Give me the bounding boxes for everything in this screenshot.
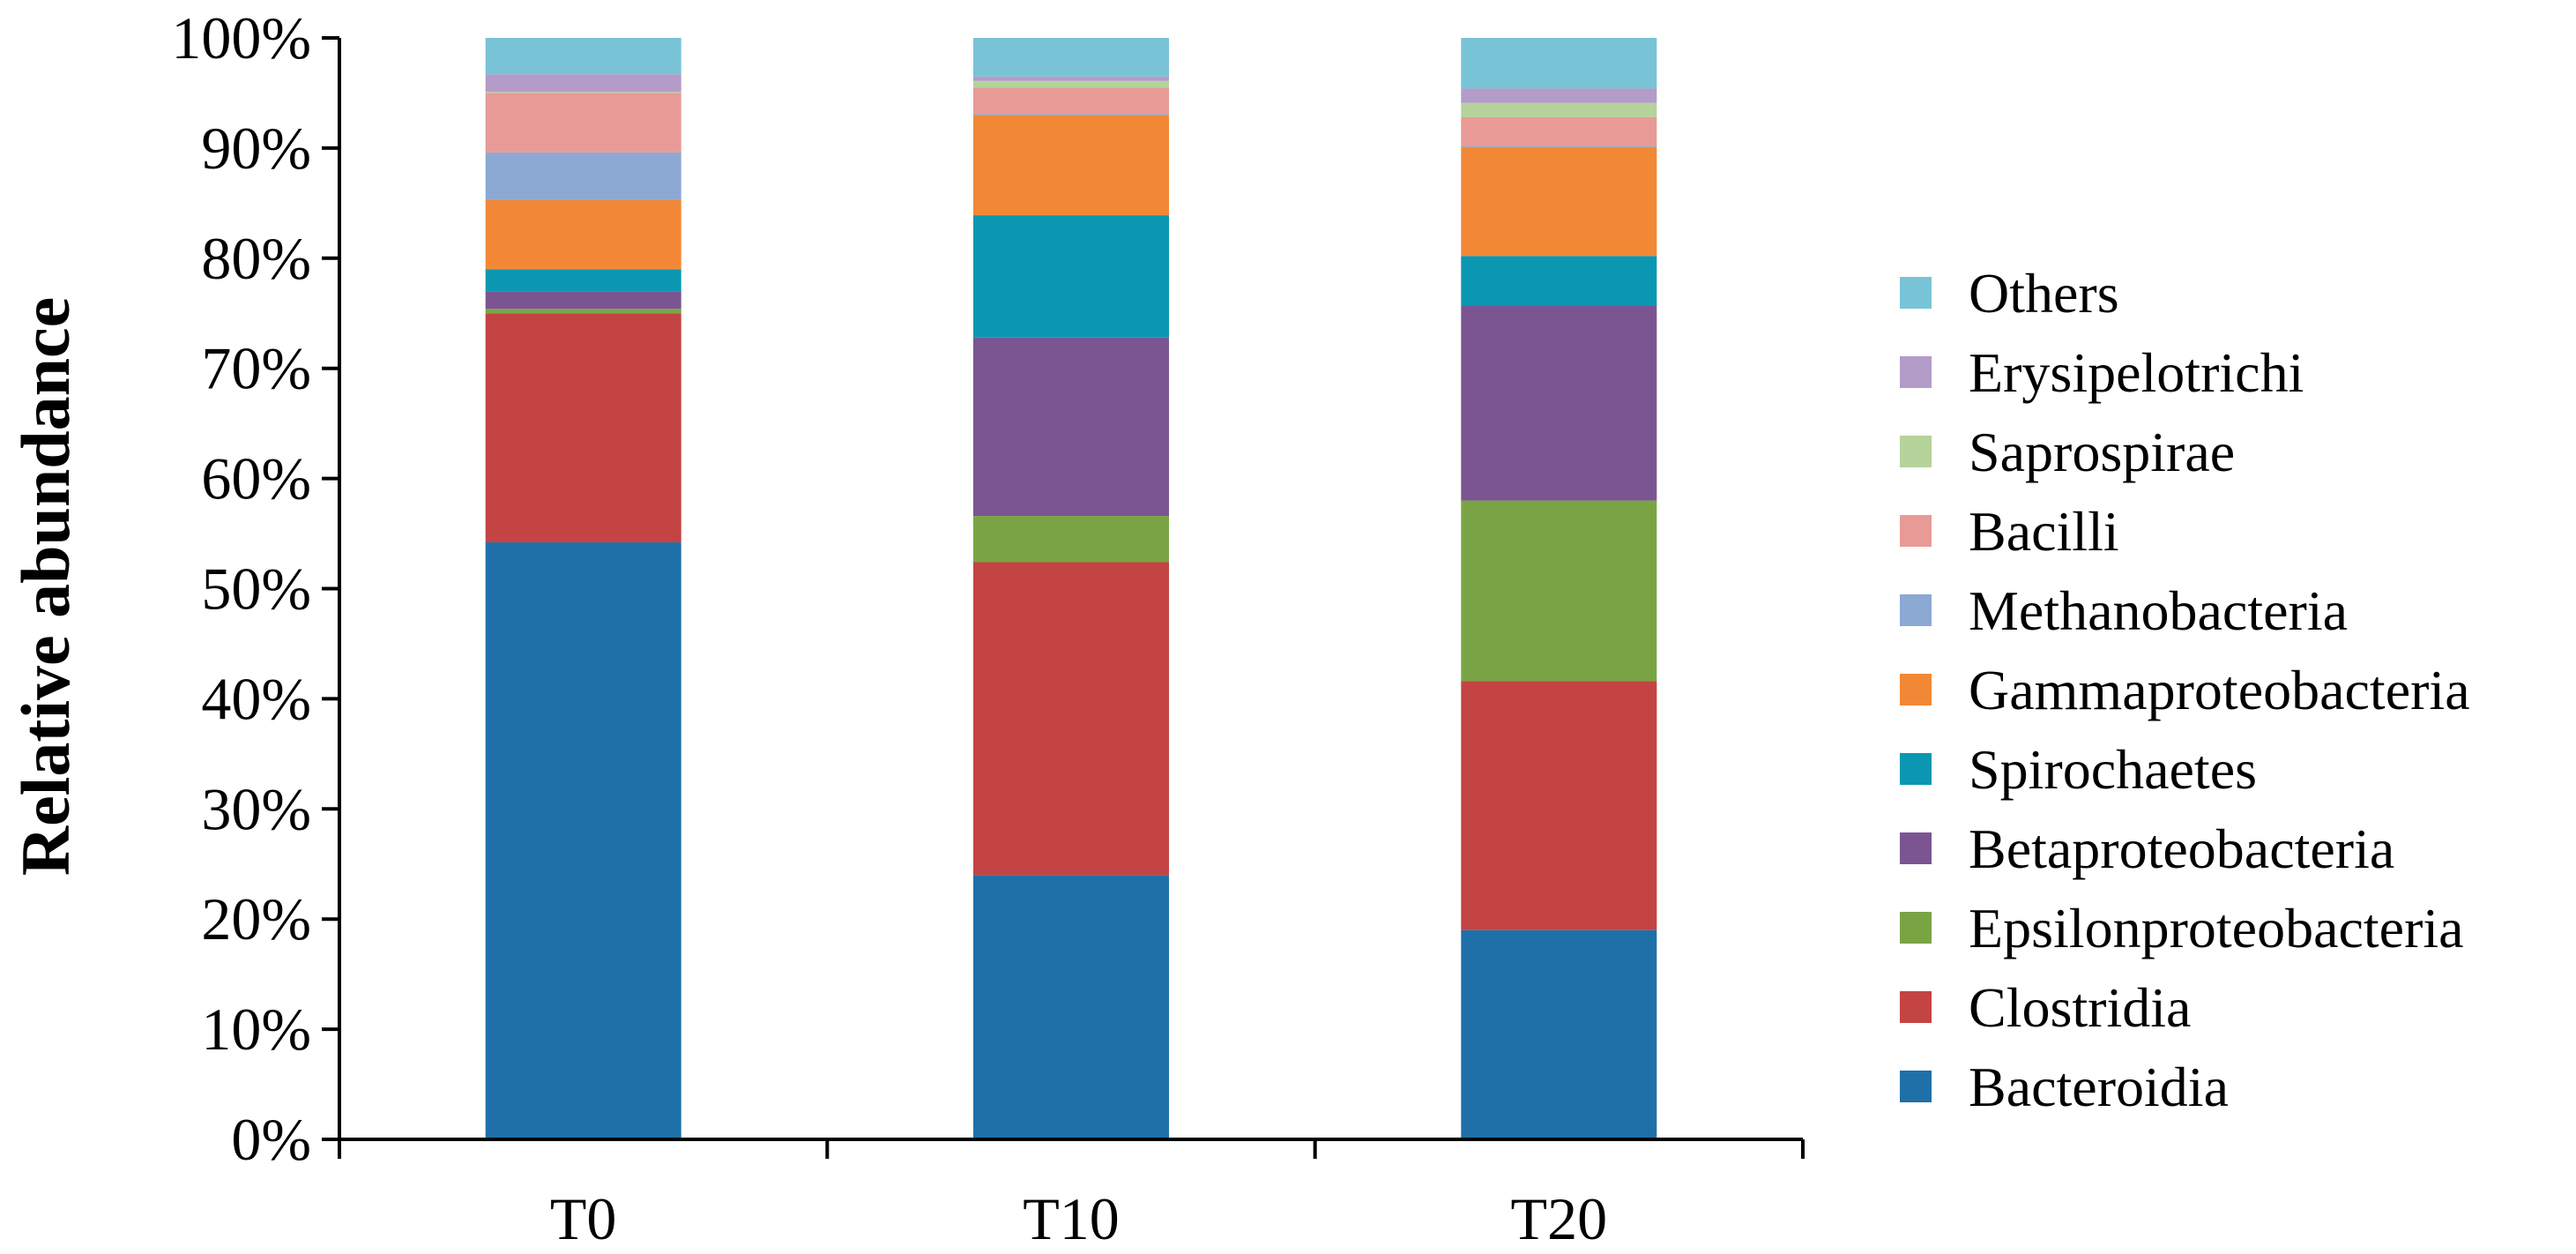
bar-segment-t10-saprospirae xyxy=(973,80,1169,88)
bar-segment-t0-erysipelotrichi xyxy=(485,74,681,93)
bar-segment-t10-epsilonproteobacteria xyxy=(973,516,1169,563)
bar-segment-t0-spirochaetes xyxy=(485,269,681,292)
bar-segment-t10-bacteroidia xyxy=(973,875,1169,1139)
x-axis-ticks: T0 T10 T20 xyxy=(338,1139,1805,1252)
bar-segment-t0-bacteroidia xyxy=(485,542,681,1139)
bar-segment-t10-others xyxy=(973,38,1169,77)
legend-label-saprospirae: Saprospirae xyxy=(1969,421,2235,483)
legend-label-gammaproteobacteria: Gammaproteobacteria xyxy=(1969,659,2470,721)
bar-segment-t20-erysipelotrichi xyxy=(1461,88,1657,103)
bar-segment-t10-betaproteobacteria xyxy=(973,337,1169,517)
y-tick-label: 70% xyxy=(201,335,311,402)
legend-swatch-bacilli xyxy=(1900,515,1932,547)
y-tick-label: 30% xyxy=(201,775,311,842)
legend-label-betaproteobacteria: Betaproteobacteria xyxy=(1969,817,2394,880)
bar-segment-t20-gammaproteobacteria xyxy=(1461,146,1657,257)
y-tick-label: 50% xyxy=(201,556,311,623)
legend-swatch-methanobacteria xyxy=(1900,594,1932,626)
legend-label-bacteroidia: Bacteroidia xyxy=(1969,1056,2229,1118)
bar-segment-t0-methanobacteria xyxy=(485,152,681,200)
bar-segment-t0-saprospirae xyxy=(485,92,681,93)
y-tick-label: 40% xyxy=(201,665,311,732)
legend-swatch-gammaproteobacteria xyxy=(1900,674,1932,705)
bar-segment-t0-gammaproteobacteria xyxy=(485,199,681,270)
x-tick-label-t0: T0 xyxy=(550,1185,617,1252)
x-tick-label-t10: T10 xyxy=(1023,1185,1120,1252)
legend-swatch-spirochaetes xyxy=(1900,753,1932,785)
legend: Others Erysipelotrichi Saprospirae Bacilli M… xyxy=(1900,262,2470,1118)
bar-segment-t20-others xyxy=(1461,38,1657,89)
bar-segment-t20-spirochaetes xyxy=(1461,256,1657,306)
legend-label-methanobacteria: Methanobacteria xyxy=(1969,579,2348,642)
y-axis-label: Relative abundance xyxy=(7,297,84,877)
bar-segment-t20-epsilonproteobacteria xyxy=(1461,500,1657,682)
bar-segment-t0-clostridia xyxy=(485,313,681,543)
y-axis-ticks: 0% 10% 20% 30% 40% 50% 60% 70% 80% 90% 100% xyxy=(171,4,339,1173)
bar-segment-t10-bacilli xyxy=(973,87,1169,115)
legend-swatch-betaproteobacteria xyxy=(1900,832,1932,864)
bar-segment-t0-betaproteobacteria xyxy=(485,291,681,310)
legend-swatch-clostridia xyxy=(1900,991,1932,1023)
bar-segment-t20-betaproteobacteria xyxy=(1461,305,1657,501)
bar-segment-t20-clostridia xyxy=(1461,681,1657,930)
legend-label-spirochaetes: Spirochaetes xyxy=(1969,738,2257,801)
y-tick-label: 100% xyxy=(171,4,311,71)
legend-swatch-saprospirae xyxy=(1900,436,1932,467)
y-tick-label: 20% xyxy=(201,885,311,952)
y-tick-label: 10% xyxy=(201,996,311,1063)
legend-swatch-erysipelotrichi xyxy=(1900,356,1932,388)
bar-segment-t10-gammaproteobacteria xyxy=(973,115,1169,216)
legend-label-others: Others xyxy=(1969,262,2119,325)
bar-segment-t10-erysipelotrichi xyxy=(973,76,1169,81)
bars-group xyxy=(485,38,1657,1139)
legend-label-bacilli: Bacilli xyxy=(1969,500,2119,563)
bar-segment-t10-spirochaetes xyxy=(973,215,1169,338)
legend-swatch-epsilonproteobacteria xyxy=(1900,912,1932,944)
legend-swatch-others xyxy=(1900,277,1932,309)
y-tick-label: 80% xyxy=(201,225,311,292)
legend-label-erysipelotrichi: Erysipelotrichi xyxy=(1969,341,2304,404)
bar-segment-t0-epsilonproteobacteria xyxy=(485,309,681,314)
x-tick-label-t20: T20 xyxy=(1511,1185,1608,1252)
bar-segment-t20-bacteroidia xyxy=(1461,929,1657,1139)
y-tick-label: 90% xyxy=(201,115,311,182)
legend-swatch-bacteroidia xyxy=(1900,1071,1932,1102)
bar-segment-t0-bacilli xyxy=(485,93,681,153)
legend-label-epsilonproteobacteria: Epsilonproteobacteria xyxy=(1969,897,2464,959)
y-tick-label: 60% xyxy=(201,445,311,512)
bar-segment-t10-methanobacteria xyxy=(973,114,1169,116)
bar-segment-t20-bacilli xyxy=(1461,116,1657,146)
bar-segment-t10-clostridia xyxy=(973,562,1169,876)
legend-label-clostridia: Clostridia xyxy=(1969,976,2191,1039)
bar-segment-t20-saprospirae xyxy=(1461,102,1657,117)
bar-segment-t0-others xyxy=(485,38,681,75)
y-tick-label: 0% xyxy=(231,1106,311,1173)
